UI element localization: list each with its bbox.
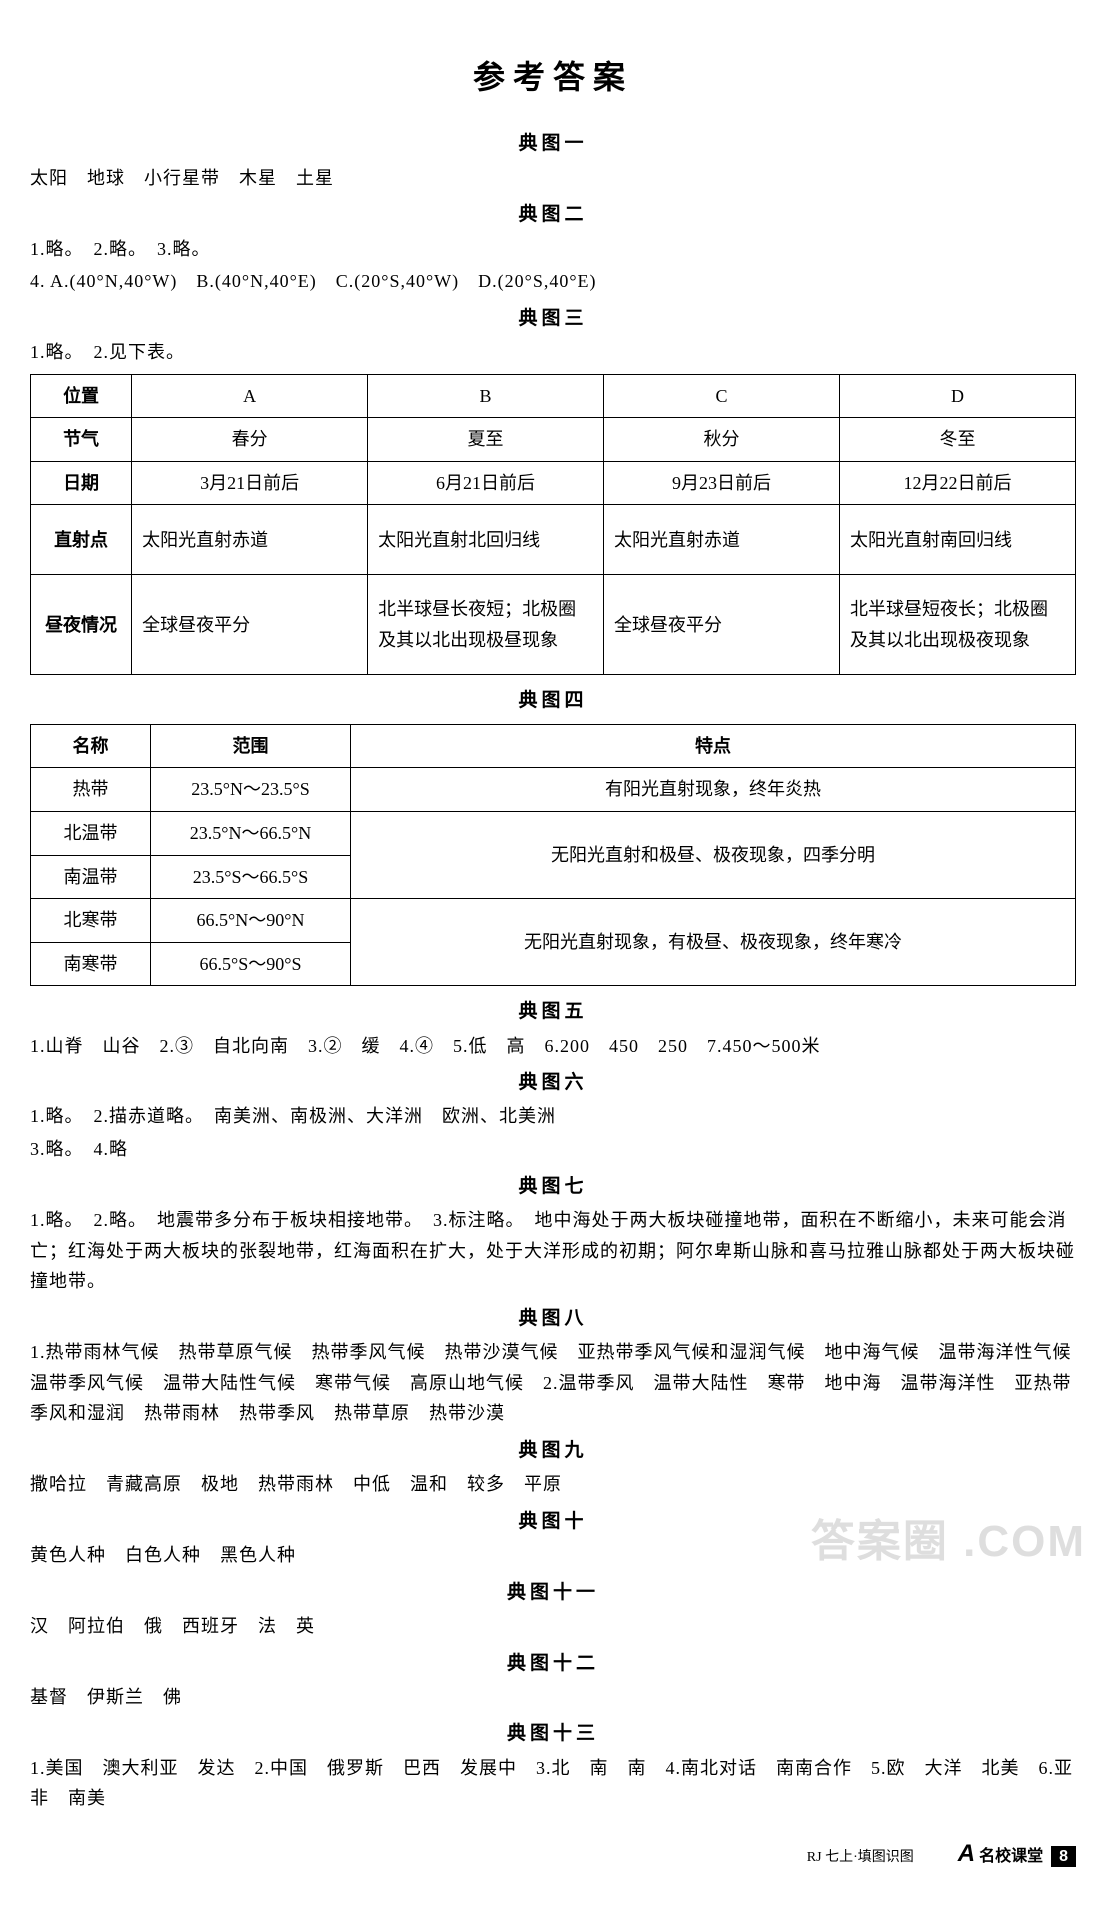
- cell: 12月22日前后: [839, 461, 1075, 505]
- cell: 6月21日前后: [368, 461, 604, 505]
- table-row: 热带 23.5°N～23.5°S 有阳光直射现象，终年炎热: [31, 768, 1076, 812]
- heading-13: 典图十三: [30, 1718, 1076, 1750]
- cell: 3月21日前后: [132, 461, 368, 505]
- cell: 有阳光直射现象，终年炎热: [351, 768, 1076, 812]
- heading-9: 典图九: [30, 1435, 1076, 1467]
- cell: 北寒带: [31, 899, 151, 943]
- cell: 范围: [151, 724, 351, 768]
- cell: A: [132, 374, 368, 418]
- table-row: 名称 范围 特点: [31, 724, 1076, 768]
- heading-1: 典图一: [30, 128, 1076, 160]
- cell: 冬至: [839, 418, 1075, 462]
- cell: 直射点: [31, 505, 132, 575]
- s13-line1: 1.美国 澳大利亚 发达 2.中国 俄罗斯 巴西 发展中 3.北 南 南 4.南…: [30, 1753, 1076, 1814]
- cell: 太阳光直射北回归线: [368, 505, 604, 575]
- cell: 夏至: [368, 418, 604, 462]
- s11-line1: 汉 阿拉伯 俄 西班牙 法 英: [30, 1611, 1076, 1642]
- heading-11: 典图十一: [30, 1577, 1076, 1609]
- s2-line2: 4. A.(40°N,40°W) B.(40°N,40°E) C.(20°S,4…: [30, 266, 1076, 297]
- cell: 位置: [31, 374, 132, 418]
- s12-line1: 基督 伊斯兰 佛: [30, 1682, 1076, 1713]
- heading-4: 典图四: [30, 685, 1076, 717]
- table-row: 昼夜情况 全球昼夜平分 北半球昼长夜短；北极圈及其以北出现极昼现象 全球昼夜平分…: [31, 575, 1076, 675]
- cell: 南温带: [31, 855, 151, 899]
- table-zones: 名称 范围 特点 热带 23.5°N～23.5°S 有阳光直射现象，终年炎热 北…: [30, 724, 1076, 987]
- cell: 全球昼夜平分: [604, 575, 840, 675]
- cell: 北半球昼长夜短；北极圈及其以北出现极昼现象: [368, 575, 604, 675]
- cell: 无阳光直射现象，有极昼、极夜现象，终年寒冷: [351, 899, 1076, 986]
- cell: 23.5°N～23.5°S: [151, 768, 351, 812]
- cell: D: [839, 374, 1075, 418]
- table-solar-terms: 位置 A B C D 节气 春分 夏至 秋分 冬至 日期 3月21日前后 6月2…: [30, 374, 1076, 676]
- cell: 太阳光直射赤道: [132, 505, 368, 575]
- cell: 全球昼夜平分: [132, 575, 368, 675]
- footer-logo-a: A: [958, 1834, 975, 1875]
- cell: 节气: [31, 418, 132, 462]
- cell: C: [604, 374, 840, 418]
- heading-3: 典图三: [30, 303, 1076, 335]
- s3-line1: 1.略。 2.见下表。: [30, 337, 1076, 368]
- footer-left: RJ 七上·填图识图: [807, 1846, 914, 1870]
- heading-5: 典图五: [30, 996, 1076, 1028]
- cell: 太阳光直射赤道: [604, 505, 840, 575]
- cell: 热带: [31, 768, 151, 812]
- cell: 太阳光直射南回归线: [839, 505, 1075, 575]
- table-row: 位置 A B C D: [31, 374, 1076, 418]
- cell: 66.5°S～90°S: [151, 942, 351, 986]
- watermark: 答案圈 .COM: [811, 1505, 1086, 1580]
- cell: 南寒带: [31, 942, 151, 986]
- cell: 无阳光直射和极昼、极夜现象，四季分明: [351, 811, 1076, 898]
- footer-logo-text: 名校课堂: [979, 1848, 1043, 1865]
- heading-12: 典图十二: [30, 1648, 1076, 1680]
- s6-line2: 3.略。 4.略: [30, 1134, 1076, 1165]
- s8-line1: 1.热带雨林气候 热带草原气候 热带季风气候 热带沙漠气候 亚热带季风气候和湿润…: [30, 1337, 1076, 1429]
- cell: 66.5°N～90°N: [151, 899, 351, 943]
- cell: 北半球昼短夜长；北极圈及其以北出现极夜现象: [839, 575, 1075, 675]
- s1-line1: 太阳 地球 小行星带 木星 土星: [30, 163, 1076, 194]
- heading-7: 典图七: [30, 1171, 1076, 1203]
- footer-page: 8: [1051, 1846, 1076, 1867]
- cell: 秋分: [604, 418, 840, 462]
- cell: 名称: [31, 724, 151, 768]
- s6-line1: 1.略。 2.描赤道略。 南美洲、南极洲、大洋洲 欧洲、北美洲: [30, 1101, 1076, 1132]
- s7-line1: 1.略。 2.略。 地震带多分布于板块相接地带。 3.标注略。 地中海处于两大板…: [30, 1205, 1076, 1297]
- cell: 昼夜情况: [31, 575, 132, 675]
- heading-6: 典图六: [30, 1067, 1076, 1099]
- cell: 23.5°S～66.5°S: [151, 855, 351, 899]
- page-title: 参考答案: [30, 50, 1076, 104]
- cell: B: [368, 374, 604, 418]
- s9-line1: 撒哈拉 青藏高原 极地 热带雨林 中低 温和 较多 平原: [30, 1469, 1076, 1500]
- cell: 春分: [132, 418, 368, 462]
- cell: 日期: [31, 461, 132, 505]
- table-row: 北温带 23.5°N～66.5°N 无阳光直射和极昼、极夜现象，四季分明: [31, 811, 1076, 855]
- table-row: 节气 春分 夏至 秋分 冬至: [31, 418, 1076, 462]
- cell: 23.5°N～66.5°N: [151, 811, 351, 855]
- cell: 特点: [351, 724, 1076, 768]
- table-row: 北寒带 66.5°N～90°N 无阳光直射现象，有极昼、极夜现象，终年寒冷: [31, 899, 1076, 943]
- page-footer: RJ 七上·填图识图 A 名校课堂 8: [30, 1834, 1076, 1875]
- s5-line1: 1.山脊 山谷 2.③ 自北向南 3.② 缓 4.④ 5.低 高 6.200 4…: [30, 1031, 1076, 1062]
- cell: 9月23日前后: [604, 461, 840, 505]
- table-row: 日期 3月21日前后 6月21日前后 9月23日前后 12月22日前后: [31, 461, 1076, 505]
- cell: 北温带: [31, 811, 151, 855]
- heading-8: 典图八: [30, 1303, 1076, 1335]
- s2-line1: 1.略。 2.略。 3.略。: [30, 234, 1076, 265]
- heading-2: 典图二: [30, 199, 1076, 231]
- table-row: 直射点 太阳光直射赤道 太阳光直射北回归线 太阳光直射赤道 太阳光直射南回归线: [31, 505, 1076, 575]
